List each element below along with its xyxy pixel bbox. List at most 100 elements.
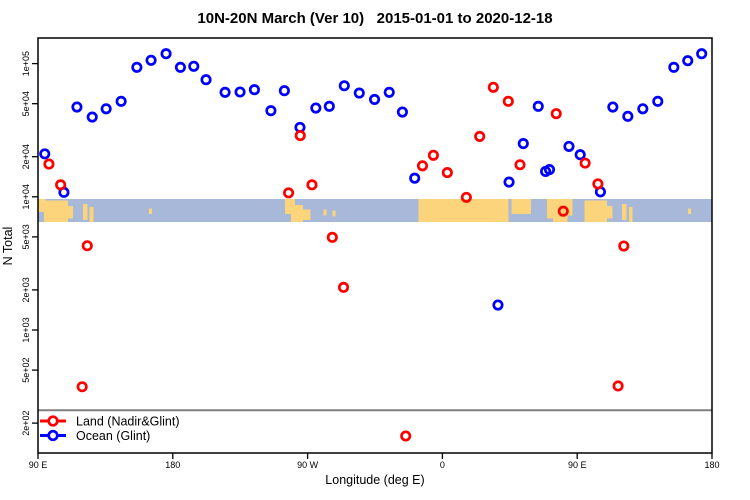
data-point-land: [592, 178, 604, 190]
data-point-ocean: [369, 93, 381, 106]
data-point-ocean: [563, 140, 575, 152]
data-point-ocean: [622, 110, 634, 122]
legend-item-label: Ocean (Glint): [76, 429, 150, 443]
data-point-ocean: [219, 86, 231, 98]
data-point-ocean: [396, 106, 408, 118]
y-tick-label: 5e+03: [21, 224, 31, 249]
data-point-ocean: [409, 172, 421, 184]
data-point-ocean: [248, 84, 260, 96]
data-point-ocean: [234, 86, 246, 98]
map-band-land-patch: [148, 208, 152, 215]
map-band-land-patch: [688, 208, 692, 215]
map-band-land-patch: [38, 199, 46, 212]
map-band-land-patch: [291, 204, 304, 223]
data-point-ocean: [174, 61, 186, 73]
map-band-land-patch: [332, 210, 336, 217]
data-point-ocean: [160, 48, 172, 60]
map-band-land-patch: [622, 203, 627, 220]
data-point-land: [474, 130, 486, 142]
map-band-land-patch: [285, 199, 295, 215]
data-point-ocean: [383, 86, 395, 98]
data-point-ocean: [323, 100, 335, 112]
x-tick-label: 90 E: [29, 460, 48, 470]
data-point-ocean: [668, 61, 680, 73]
data-point-land: [294, 130, 306, 142]
map-band-land-patch: [89, 207, 94, 223]
data-point-ocean: [532, 100, 544, 112]
data-point-ocean: [682, 55, 694, 67]
data-point-ocean: [115, 95, 127, 107]
map-band-land-patch: [82, 203, 88, 220]
chart-title: 10N-20N March (Ver 10) 2015-01-01 to 202…: [197, 10, 553, 27]
data-point-ocean: [310, 102, 322, 114]
x-tick-label: 180: [165, 460, 180, 470]
data-point-ocean: [543, 164, 556, 176]
data-point-ocean: [278, 85, 290, 97]
map-band-land-patch: [323, 209, 327, 216]
x-tick-label: 0: [440, 460, 445, 470]
data-point-ocean: [86, 111, 98, 123]
x-tick-label: 90 W: [297, 460, 319, 470]
data-point-ocean: [353, 87, 365, 99]
map-band-ocean: [38, 199, 712, 223]
data-point-ocean: [39, 148, 51, 160]
data-point-ocean: [265, 105, 277, 117]
data-point-land: [579, 157, 591, 169]
data-point-ocean: [131, 61, 143, 73]
data-point-ocean: [188, 60, 200, 72]
map-band-land-patch: [628, 207, 633, 223]
map-band-land-patch: [67, 206, 74, 219]
map-band-land-patch: [547, 199, 555, 219]
y-tick-label: 5e+02: [21, 357, 31, 382]
map-band-land-patch: [511, 199, 531, 215]
x-axis-label: Longitude (deg E): [325, 473, 424, 487]
data-point-land: [306, 179, 318, 191]
data-point-ocean: [637, 103, 649, 115]
map-band-land-patch: [584, 200, 608, 223]
map-band-land-patch: [43, 200, 68, 223]
y-tick-label: 1e+04: [21, 184, 31, 209]
data-point-land: [283, 187, 295, 199]
data-point-ocean: [574, 149, 586, 161]
data-point-land: [460, 191, 472, 203]
data-point-land: [55, 179, 67, 191]
y-tick-label: 2e+03: [21, 277, 31, 302]
x-tick-label: 90 E: [568, 460, 587, 470]
data-point-ocean: [145, 54, 157, 66]
data-point-land: [502, 95, 514, 107]
y-tick-label: 1e+05: [21, 51, 31, 76]
data-point-land: [618, 240, 630, 252]
data-point-ocean: [71, 101, 83, 113]
data-point-ocean: [100, 103, 112, 115]
map-band-land-patch: [607, 206, 613, 219]
y-axis-label: N Total: [1, 227, 15, 266]
data-point-ocean: [517, 138, 529, 150]
data-point-land: [514, 159, 526, 171]
map-band-land-patch: [302, 209, 311, 220]
data-point-land: [612, 380, 624, 392]
plot-frame: [37, 37, 713, 454]
data-point-ocean: [200, 74, 212, 86]
legend-symbol-marker: [47, 415, 59, 427]
data-point-land: [337, 281, 350, 293]
y-tick-label: 5e+04: [21, 91, 31, 116]
data-point-land: [81, 240, 93, 252]
data-point-land: [416, 160, 429, 172]
y-tick-label: 1e+03: [21, 317, 31, 342]
data-point-ocean: [503, 176, 515, 188]
legend-item-label: Land (Nadir&Glint): [76, 415, 180, 429]
data-point-ocean: [696, 48, 708, 60]
data-point-land: [400, 430, 412, 442]
data-point-land: [550, 108, 562, 120]
data-point-land: [487, 81, 499, 93]
data-point-land: [441, 167, 453, 179]
data-point-ocean: [652, 95, 664, 107]
map-band-land-patch: [567, 199, 573, 216]
map-band-land-patch: [418, 199, 509, 223]
y-tick-label: 2e+02: [21, 410, 31, 435]
x-tick-label: 180: [704, 460, 719, 470]
legend-symbol-marker: [47, 429, 59, 442]
data-point-ocean: [338, 80, 350, 92]
